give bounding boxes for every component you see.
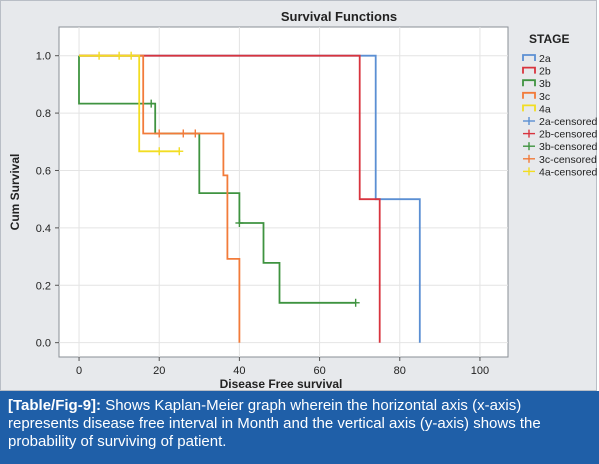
legend-swatch-2b <box>522 66 536 74</box>
legend: 2a2b3b3c4a2a-censored2b-censored3b-censo… <box>522 53 598 178</box>
legend-label-3c-censored: 3c-censored <box>539 154 597 166</box>
y-tick-label: 0.2 <box>36 280 51 292</box>
chart-panel: Survival Functions Cum Survival Disease … <box>0 0 598 391</box>
legend-swatch-4a <box>522 104 536 112</box>
legend-label-3c: 3c <box>539 91 550 103</box>
y-axis-label: Cum Survival <box>8 154 22 231</box>
series-line-2b <box>79 54 381 343</box>
legend-swatch-2a <box>522 54 536 61</box>
x-tick-label: 0 <box>76 365 82 377</box>
x-tick-label: 20 <box>153 365 165 377</box>
legend-label-2b: 2b <box>539 66 551 78</box>
caption-label: [Table/Fig-9]: <box>8 397 102 414</box>
plot-area: 0 20 40 60 80 100 0.0 0.2 0.4 0.6 0.8 1.0 <box>36 26 509 377</box>
kaplan-meier-chart: Survival Functions Cum Survival Disease … <box>8 9 598 391</box>
x-tick-label: 40 <box>233 365 245 377</box>
x-axis-label: Disease Free survival <box>220 377 343 391</box>
legend-label-3b: 3b <box>539 78 551 90</box>
figure-caption: [Table/Fig-9]: Shows Kaplan-Meier graph … <box>0 391 599 464</box>
y-tick-label: 0.4 <box>36 223 51 235</box>
x-tick-label: 60 <box>313 365 325 377</box>
legend-label-2a-censored: 2a-censored <box>539 116 598 128</box>
x-tick-label: 100 <box>471 365 489 377</box>
chart-title: Survival Functions <box>281 9 397 24</box>
y-tick-label: 0.0 <box>36 338 51 350</box>
legend-swatch-3b <box>522 79 536 87</box>
y-tick-label: 1.0 <box>36 51 51 63</box>
legend-label-4a: 4a <box>539 103 551 115</box>
legend-label-4a-censored: 4a-censored <box>539 166 598 178</box>
plot-background <box>58 26 509 358</box>
legend-swatch-3c <box>522 91 536 99</box>
y-tick-label: 0.8 <box>36 108 51 120</box>
legend-label-2a: 2a <box>539 53 551 65</box>
x-tick-label: 80 <box>394 365 406 377</box>
y-tick-label: 0.6 <box>36 165 51 177</box>
caption-text: Shows Kaplan-Meier graph wherein the hor… <box>8 397 541 450</box>
legend-title: STAGE <box>529 32 569 46</box>
legend-label-3b-censored: 3b-censored <box>539 141 598 153</box>
series-line-3c <box>79 54 241 343</box>
legend-label-2b-censored: 2b-censored <box>539 129 598 141</box>
